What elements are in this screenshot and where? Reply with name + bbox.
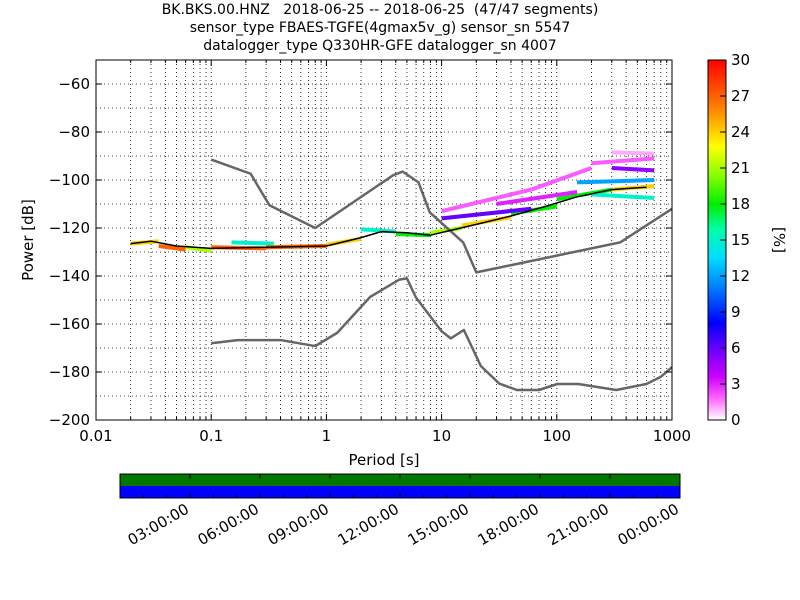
histogram-band	[231, 240, 274, 246]
upper-reference-line	[210, 158, 673, 274]
y-axis-label: Power [dB]	[19, 199, 37, 281]
timeline-tick-label: 06:00:00	[195, 500, 262, 549]
colorbar-tick-label: 30	[731, 51, 750, 69]
histogram-band	[611, 166, 655, 173]
x-tick-label: 0.1	[199, 427, 223, 445]
histogram-band	[591, 192, 655, 200]
y-tick-label: −60	[58, 75, 90, 93]
chart-title-line-3: datalogger_type Q330HR-GFE datalogger_sn…	[203, 38, 557, 54]
x-axis: 0.01 0.1 1 10 100 1000	[79, 60, 691, 445]
x-tick-label: 0.01	[79, 427, 112, 445]
x-tick-label: 1	[322, 427, 332, 445]
y-axis: −200 −180 −160 −140 −120 −100 −80 −60	[49, 75, 672, 429]
y-tick-label: −140	[49, 267, 90, 285]
timeline-tick-label: 21:00:00	[545, 500, 612, 549]
lower-reference-line	[211, 277, 673, 392]
colorbar-tick-label: 21	[731, 159, 750, 177]
colorbar-ticks: 0 3 6 9 12 15 18 21 24 27 30	[720, 51, 750, 429]
y-tick-label: −100	[49, 171, 90, 189]
x-tick-label: 1000	[653, 427, 691, 445]
colorbar-tick-label: 12	[731, 267, 750, 285]
colorbar-tick-label: 18	[731, 195, 750, 213]
colorbar-tick-label: 3	[731, 375, 741, 393]
histogram-band	[441, 206, 532, 221]
colorbar-tick-label: 24	[731, 123, 750, 141]
histogram-band	[611, 150, 655, 156]
y-tick-label: −180	[49, 363, 90, 381]
x-tick-label: 100	[542, 427, 571, 445]
colorbar: 0 3 6 9 12 15 18 21 24 27 30 [%]	[707, 51, 788, 429]
timeline-tick-label: 12:00:00	[335, 500, 402, 549]
x-axis-label: Period [s]	[348, 451, 419, 469]
colorbar-tick-label: 9	[731, 303, 741, 321]
timeline-tick-label: 18:00:00	[475, 500, 542, 549]
histogram-band	[496, 190, 578, 206]
timeline-tick-label: 15:00:00	[405, 500, 472, 549]
mode-line	[130, 186, 647, 250]
histogram-band	[530, 166, 593, 192]
histogram-band	[158, 244, 186, 252]
y-tick-label: −200	[49, 411, 90, 429]
timeline-tick-label: 09:00:00	[265, 500, 332, 549]
chart-title-line-2: sensor_type FBAES-TGFE(4gmax5v_g) sensor…	[189, 20, 571, 36]
histogram-band	[360, 227, 396, 234]
chart-title-line-1: BK.BKS.00.HNZ 2018-06-25 -- 2018-06-25 (…	[161, 2, 599, 18]
histogram-band	[441, 187, 532, 214]
colorbar-tick-label: 6	[731, 339, 741, 357]
x-tick-label: 10	[432, 427, 451, 445]
data-coverage-timeline: 03:00:00 06:00:00 09:00:00 12:00:00 15:00:00…	[119, 473, 682, 549]
histogram-band	[591, 156, 655, 166]
colorbar-tick-label: 0	[731, 411, 741, 429]
grid-lines	[96, 60, 672, 420]
noise-model-lines	[130, 158, 673, 392]
plot-frame	[95, 59, 673, 421]
timeline-tick-label: 00:00:00	[615, 500, 682, 549]
histogram-band	[185, 245, 212, 253]
y-tick-label: −120	[49, 219, 90, 237]
colorbar-tick-label: 27	[731, 87, 750, 105]
plot-area	[96, 60, 672, 420]
histogram-band	[577, 178, 655, 185]
timeline-tick-label: 03:00:00	[125, 500, 192, 549]
colorbar-tick-label: 15	[731, 231, 750, 249]
y-tick-label: −160	[49, 315, 90, 333]
y-tick-label: −80	[58, 123, 90, 141]
colorbar-label: [%]	[770, 227, 788, 253]
